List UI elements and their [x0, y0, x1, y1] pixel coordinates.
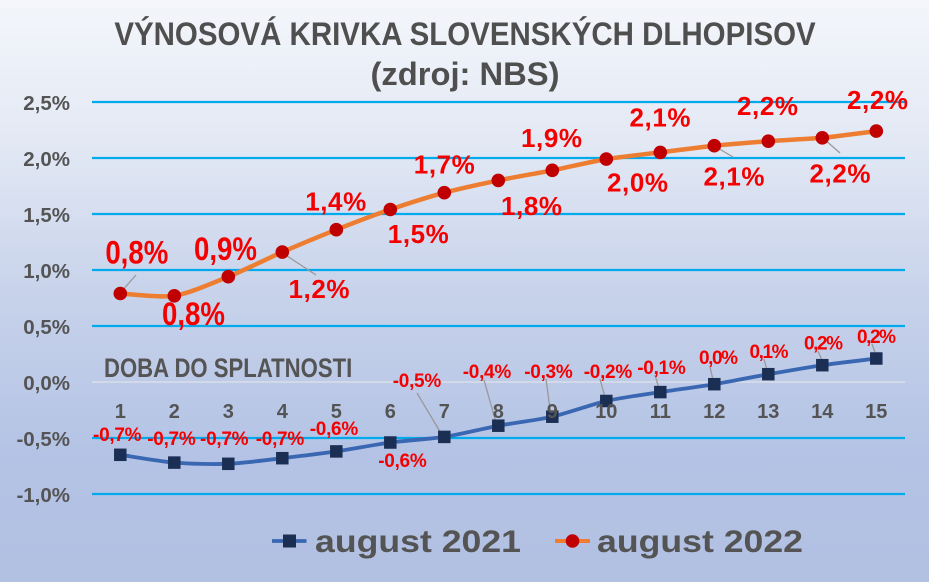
svg-text:0,2%: 0,2% — [857, 327, 896, 348]
svg-text:VÝNOSOVÁ KRIVKA SLOVENSKÝCH DL: VÝNOSOVÁ KRIVKA SLOVENSKÝCH DLHOPISOV — [114, 16, 816, 53]
svg-text:0,8%: 0,8% — [105, 235, 168, 271]
svg-text:-0,7%: -0,7% — [256, 429, 305, 450]
svg-text:2,0%: 2,0% — [607, 168, 668, 198]
svg-text:-0,7%: -0,7% — [93, 425, 142, 446]
svg-text:2,0%: 2,0% — [23, 148, 70, 171]
svg-text:-0,3%: -0,3% — [524, 362, 573, 383]
svg-text:-0,2%: -0,2% — [584, 362, 633, 383]
svg-text:2,1%: 2,1% — [704, 162, 765, 192]
svg-text:august 2021: august 2021 — [315, 523, 521, 559]
svg-text:0,8%: 0,8% — [162, 297, 225, 333]
svg-text:DOBA DO SPLATNOSTI: DOBA DO SPLATNOSTI — [104, 354, 352, 383]
svg-text:-0,6%: -0,6% — [378, 451, 427, 472]
svg-text:-0,5%: -0,5% — [16, 428, 70, 451]
svg-text:1,4%: 1,4% — [305, 187, 366, 217]
svg-text:-0,5%: -0,5% — [393, 371, 442, 392]
svg-text:11: 11 — [650, 401, 671, 423]
svg-text:13: 13 — [757, 401, 779, 423]
svg-text:august 2022: august 2022 — [597, 523, 803, 559]
svg-text:-0,1%: -0,1% — [637, 358, 686, 379]
svg-text:14: 14 — [811, 401, 834, 423]
svg-text:1,9%: 1,9% — [521, 123, 582, 153]
svg-text:2,2%: 2,2% — [810, 159, 871, 189]
svg-text:15: 15 — [865, 401, 887, 423]
svg-text:10: 10 — [595, 401, 617, 423]
svg-text:5: 5 — [331, 401, 342, 423]
svg-text:-0,4%: -0,4% — [463, 362, 512, 383]
svg-text:2: 2 — [169, 401, 180, 423]
svg-text:1,7%: 1,7% — [414, 150, 475, 180]
svg-text:0,2%: 0,2% — [804, 334, 843, 355]
svg-text:(zdroj: NBS): (zdroj: NBS) — [371, 56, 560, 92]
svg-text:2,2%: 2,2% — [737, 91, 798, 121]
svg-text:0,5%: 0,5% — [23, 316, 70, 339]
svg-text:9: 9 — [547, 401, 558, 423]
svg-text:6: 6 — [385, 401, 396, 423]
svg-text:4: 4 — [277, 401, 289, 423]
svg-text:7: 7 — [439, 401, 450, 423]
svg-text:0,0%: 0,0% — [699, 348, 738, 369]
svg-text:1,2%: 1,2% — [289, 274, 350, 304]
svg-text:12: 12 — [703, 401, 725, 423]
svg-text:0,1%: 0,1% — [750, 342, 789, 363]
svg-text:1,5%: 1,5% — [23, 204, 70, 227]
svg-text:0,9%: 0,9% — [194, 232, 257, 268]
svg-text:1: 1 — [115, 401, 126, 423]
svg-text:2,5%: 2,5% — [23, 92, 70, 115]
svg-text:1,5%: 1,5% — [388, 219, 449, 249]
svg-text:1,8%: 1,8% — [501, 191, 562, 221]
svg-text:-0,6%: -0,6% — [310, 419, 359, 440]
svg-text:1,0%: 1,0% — [23, 260, 70, 283]
svg-text:2,1%: 2,1% — [630, 103, 691, 133]
svg-text:-1,0%: -1,0% — [16, 484, 70, 507]
svg-text:8: 8 — [493, 401, 504, 423]
svg-text:0,0%: 0,0% — [23, 372, 70, 395]
svg-text:2,2%: 2,2% — [847, 85, 908, 115]
svg-text:-0,7%: -0,7% — [200, 429, 249, 450]
svg-text:-0,7%: -0,7% — [147, 429, 196, 450]
svg-text:3: 3 — [223, 401, 234, 423]
